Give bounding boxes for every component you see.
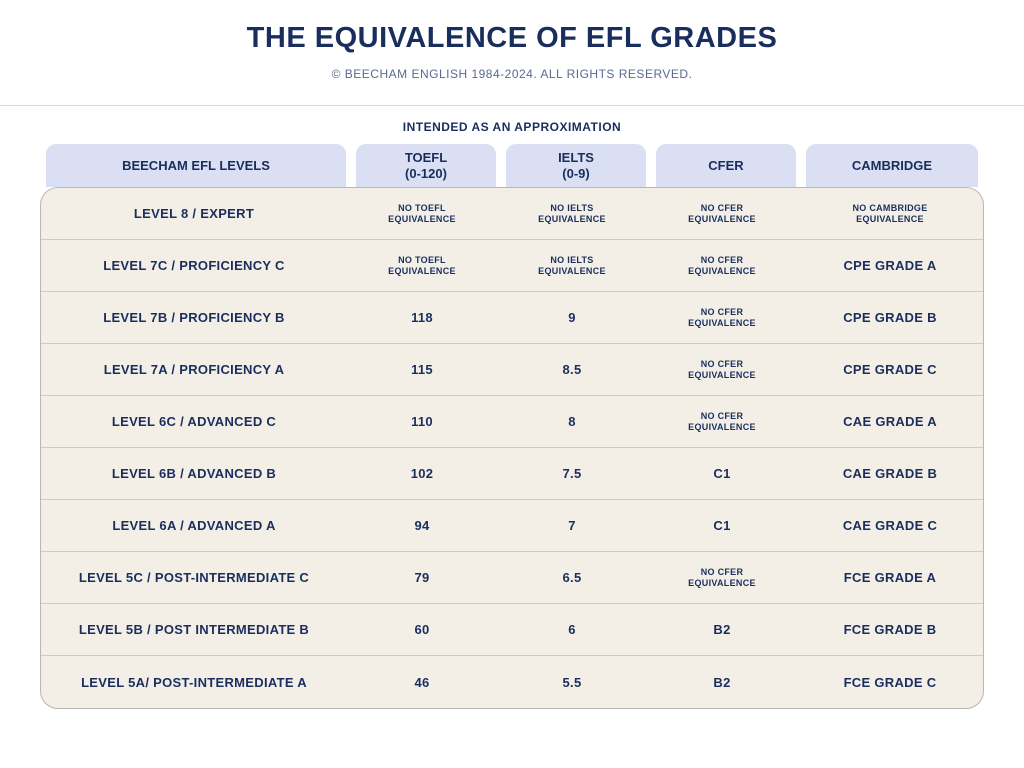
table-row: LEVEL 5C / POST-INTERMEDIATE C796.5 NO CF… <box>41 552 983 604</box>
cell-ielts: 8.5 <box>497 344 647 395</box>
copyright-text: © BEECHAM ENGLISH 1984-2024. ALL RIGHTS … <box>0 67 1024 81</box>
cell-toefl: 94 <box>347 500 497 551</box>
table-row: LEVEL 7C / PROFICIENCY C NO TOEFLEQUIVALE… <box>41 240 983 292</box>
cell-toefl: 60 <box>347 604 497 655</box>
cell-toefl: NO TOEFLEQUIVALENCE <box>347 240 497 291</box>
cell-level: LEVEL 7A / PROFICIENCY A <box>41 344 347 395</box>
cell-toefl: 118 <box>347 292 497 343</box>
cell-cambridge: FCE GRADE C <box>797 656 983 708</box>
cell-ielts: 5.5 <box>497 656 647 708</box>
cell-toefl: 46 <box>347 656 497 708</box>
cell-toefl: 102 <box>347 448 497 499</box>
cell-toefl: 79 <box>347 552 497 603</box>
column-headers: BEECHAM EFL LEVELS TOEFL (0-120) IELTS (… <box>40 144 984 187</box>
no-equivalence: NO CFEREQUIVALENCE <box>688 567 756 589</box>
cell-cfer: C1 <box>647 448 797 499</box>
cell-cfer: B2 <box>647 656 797 708</box>
cell-cfer: NO CFEREQUIVALENCE <box>647 240 797 291</box>
cell-cambridge: FCE GRADE B <box>797 604 983 655</box>
cell-ielts: 8 <box>497 396 647 447</box>
cell-cambridge: CPE GRADE C <box>797 344 983 395</box>
col-header-cfer: CFER <box>656 144 796 187</box>
cell-ielts: 6.5 <box>497 552 647 603</box>
table-row: LEVEL 6B / ADVANCED B1027.5C1CAE GRADE B <box>41 448 983 500</box>
cell-level: LEVEL 7C / PROFICIENCY C <box>41 240 347 291</box>
table-row: LEVEL 7A / PROFICIENCY A1158.5 NO CFEREQU… <box>41 344 983 396</box>
cell-ielts: NO IELTSEQUIVALENCE <box>497 188 647 239</box>
cell-cfer: NO CFEREQUIVALENCE <box>647 396 797 447</box>
cell-cfer: NO CFEREQUIVALENCE <box>647 292 797 343</box>
table-row: LEVEL 5B / POST INTERMEDIATE B606B2FCE G… <box>41 604 983 656</box>
cell-level: LEVEL 6A / ADVANCED A <box>41 500 347 551</box>
col-header-ielts: IELTS (0-9) <box>506 144 646 187</box>
cell-ielts: 7 <box>497 500 647 551</box>
cell-level: LEVEL 6B / ADVANCED B <box>41 448 347 499</box>
cell-ielts: 9 <box>497 292 647 343</box>
page: THE EQUIVALENCE OF EFL GRADES © BEECHAM … <box>0 0 1024 768</box>
no-equivalence: NO CFEREQUIVALENCE <box>688 307 756 329</box>
cell-cfer: NO CFEREQUIVALENCE <box>647 188 797 239</box>
cell-ielts: 7.5 <box>497 448 647 499</box>
cell-cambridge: FCE GRADE A <box>797 552 983 603</box>
cell-level: LEVEL 7B / PROFICIENCY B <box>41 292 347 343</box>
cell-level: LEVEL 5A/ POST-INTERMEDIATE A <box>41 656 347 708</box>
cell-cambridge: CAE GRADE C <box>797 500 983 551</box>
no-equivalence: NO CFEREQUIVALENCE <box>688 359 756 381</box>
cell-level: LEVEL 6C / ADVANCED C <box>41 396 347 447</box>
page-title: THE EQUIVALENCE OF EFL GRADES <box>0 22 1024 55</box>
cell-level: LEVEL 5B / POST INTERMEDIATE B <box>41 604 347 655</box>
cell-ielts: NO IELTSEQUIVALENCE <box>497 240 647 291</box>
cell-cambridge: CAE GRADE A <box>797 396 983 447</box>
header: THE EQUIVALENCE OF EFL GRADES © BEECHAM … <box>0 0 1024 95</box>
no-equivalence: NO IELTSEQUIVALENCE <box>538 203 606 225</box>
no-equivalence: NO CFEREQUIVALENCE <box>688 411 756 433</box>
cell-cambridge: CPE GRADE A <box>797 240 983 291</box>
equivalence-table: BEECHAM EFL LEVELS TOEFL (0-120) IELTS (… <box>0 144 1024 729</box>
cell-ielts: 6 <box>497 604 647 655</box>
subtitle: INTENDED AS AN APPROXIMATION <box>0 120 1024 134</box>
col-header-levels: BEECHAM EFL LEVELS <box>46 144 346 187</box>
no-equivalence: NO CFEREQUIVALENCE <box>688 255 756 277</box>
table-body: LEVEL 8 / EXPERT NO TOEFLEQUIVALENCE NO IE… <box>40 187 984 709</box>
cell-level: LEVEL 8 / EXPERT <box>41 188 347 239</box>
cell-cambridge: CPE GRADE B <box>797 292 983 343</box>
cell-cambridge: NO CAMBRIDGEEQUIVALENCE <box>797 188 983 239</box>
no-equivalence: NO IELTSEQUIVALENCE <box>538 255 606 277</box>
cell-cfer: NO CFEREQUIVALENCE <box>647 344 797 395</box>
cell-toefl: 110 <box>347 396 497 447</box>
no-equivalence: NO TOEFLEQUIVALENCE <box>388 255 456 277</box>
table-row: LEVEL 7B / PROFICIENCY B1189 NO CFEREQUIV… <box>41 292 983 344</box>
col-header-toefl: TOEFL (0-120) <box>356 144 496 187</box>
table-row: LEVEL 6C / ADVANCED C1108 NO CFEREQUIVALE… <box>41 396 983 448</box>
cell-cfer: NO CFEREQUIVALENCE <box>647 552 797 603</box>
header-divider <box>0 105 1024 106</box>
no-equivalence: NO TOEFLEQUIVALENCE <box>388 203 456 225</box>
cell-cfer: B2 <box>647 604 797 655</box>
cell-cfer: C1 <box>647 500 797 551</box>
col-header-cambridge: CAMBRIDGE <box>806 144 978 187</box>
cell-toefl: NO TOEFLEQUIVALENCE <box>347 188 497 239</box>
cell-level: LEVEL 5C / POST-INTERMEDIATE C <box>41 552 347 603</box>
cell-toefl: 115 <box>347 344 497 395</box>
cell-cambridge: CAE GRADE B <box>797 448 983 499</box>
table-row: LEVEL 8 / EXPERT NO TOEFLEQUIVALENCE NO IE… <box>41 188 983 240</box>
no-equivalence: NO CAMBRIDGEEQUIVALENCE <box>852 203 927 225</box>
table-row: LEVEL 6A / ADVANCED A947C1CAE GRADE C <box>41 500 983 552</box>
table-row: LEVEL 5A/ POST-INTERMEDIATE A465.5B2FCE … <box>41 656 983 708</box>
no-equivalence: NO CFEREQUIVALENCE <box>688 203 756 225</box>
